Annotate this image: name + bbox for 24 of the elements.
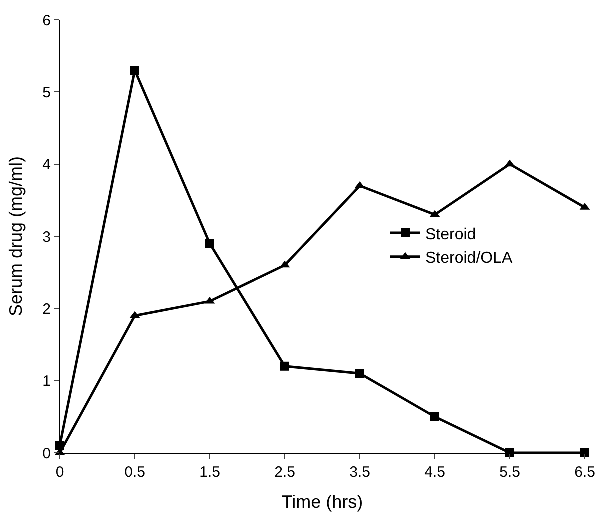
y-tick-label: 2 (42, 300, 51, 318)
x-tick-label: 4.5 (424, 464, 446, 481)
y-tick-label: 4 (42, 156, 51, 174)
x-tick-label: 0 (56, 464, 64, 481)
y-tick-label: 3 (42, 228, 51, 246)
y-tick-label: 5 (42, 84, 51, 102)
y-tick-label: 6 (42, 12, 51, 30)
y-tick-label: 0 (42, 445, 51, 462)
x-tick-label: 6.5 (574, 464, 596, 481)
y-axis-title: Serum drug (mg/ml) (6, 156, 26, 317)
x-tick-label: 5.5 (500, 464, 520, 481)
point (356, 369, 364, 378)
x-tick-label: 1.5 (200, 464, 220, 481)
x-axis-title: Time (hrs) (282, 492, 364, 512)
y-tick-label: 1 (42, 373, 51, 390)
legend-label: Steroid (426, 226, 476, 244)
point (280, 362, 290, 371)
point (580, 448, 590, 458)
legend-label: Steroid/OLA (426, 250, 513, 268)
x-tick-label: 3.5 (350, 464, 370, 481)
x-tick-label: 2.5 (274, 464, 296, 481)
point (206, 239, 214, 248)
point (430, 412, 440, 422)
x-tick-label: 0.5 (124, 464, 146, 481)
